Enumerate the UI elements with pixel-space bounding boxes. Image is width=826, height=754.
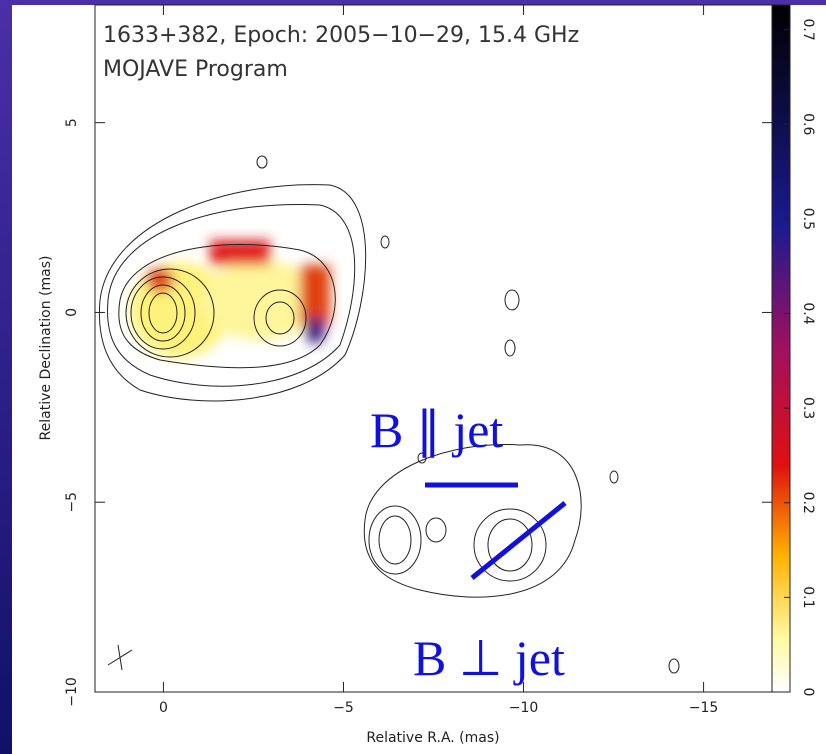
colorbar-tick-label: 0.5 bbox=[800, 208, 816, 230]
annotation: B ⊥ jet bbox=[413, 630, 565, 686]
x-tick-label: −10 bbox=[509, 700, 539, 716]
colorbar-tick-label: 0.1 bbox=[800, 586, 816, 608]
chart-subtitle: MOJAVE Program bbox=[103, 57, 288, 82]
colorbar-tick-label: 0.6 bbox=[800, 113, 816, 135]
y-axis-label: Relative Declination (mas) bbox=[38, 256, 54, 441]
chart: 1633+382, Epoch: 2005−10−29, 15.4 GHz MO… bbox=[0, 0, 826, 754]
chart-title: 1633+382, Epoch: 2005−10−29, 15.4 GHz bbox=[103, 23, 579, 48]
colorbar-tick-label: 0.4 bbox=[800, 302, 816, 324]
colorbar-tick-label: 0.7 bbox=[800, 18, 816, 40]
x-tick-label: −5 bbox=[333, 700, 354, 716]
colorbar bbox=[772, 5, 790, 692]
y-tick-label: −5 bbox=[64, 492, 80, 513]
colorbar-tick-label: 0 bbox=[800, 688, 816, 697]
y-tick-label: 5 bbox=[64, 118, 80, 127]
y-tick-label: 0 bbox=[64, 308, 80, 317]
y-tick-label: −10 bbox=[64, 677, 80, 707]
x-tick-label: 0 bbox=[159, 700, 168, 716]
x-tick-label: −15 bbox=[689, 700, 719, 716]
annotation: B ∥ jet bbox=[370, 402, 503, 458]
x-axis-label: Relative R.A. (mas) bbox=[366, 730, 499, 746]
colorbar-tick-label: 0.2 bbox=[800, 492, 816, 514]
colorbar-tick-label: 0.3 bbox=[800, 397, 816, 419]
